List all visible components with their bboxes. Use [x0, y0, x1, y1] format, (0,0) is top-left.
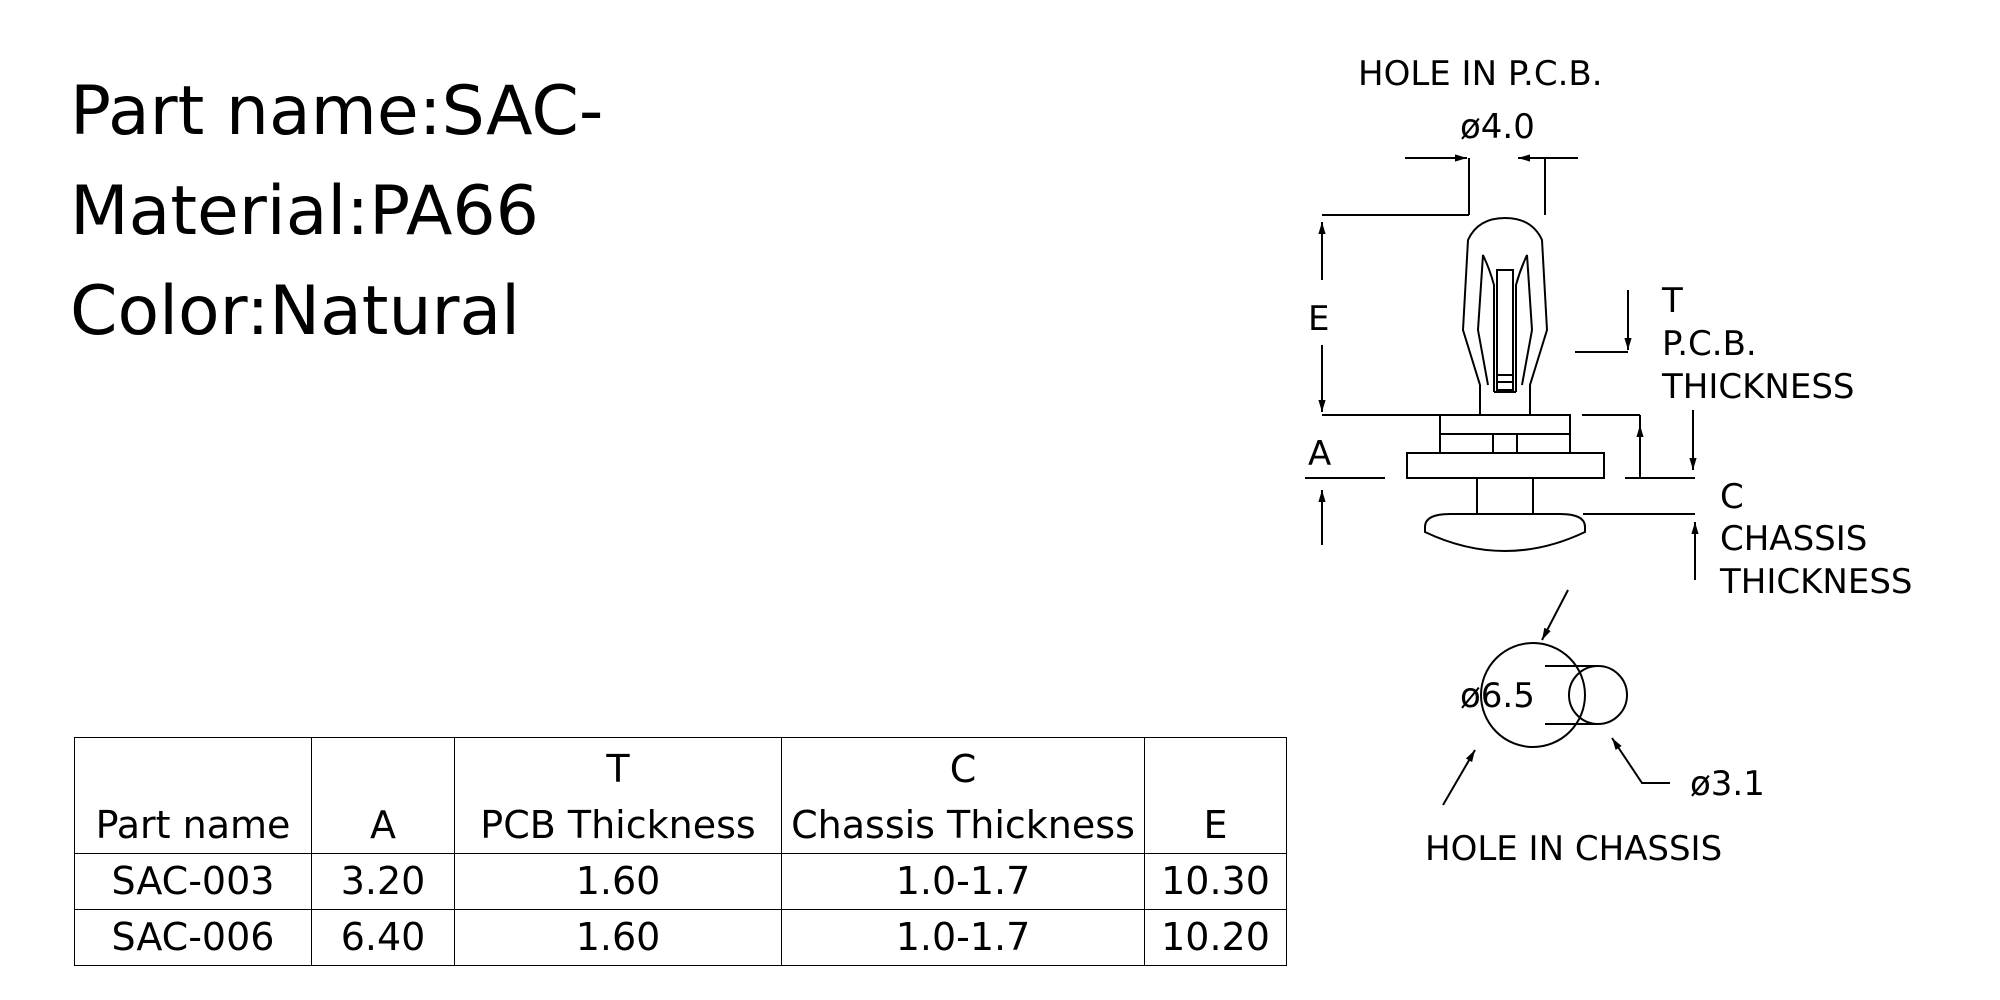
header-e: E	[1144, 737, 1287, 854]
dia-small-label: ø3.1	[1690, 764, 1765, 804]
chassis-thickness-line2: THICKNESS	[1719, 562, 1912, 602]
fastener-profile	[1406, 216, 1605, 552]
label-c: C	[1720, 477, 1744, 517]
e-dimension: E	[1308, 222, 1440, 416]
label-t: T	[1661, 281, 1683, 321]
header-t: T PCB Thickness	[454, 737, 782, 854]
c-dimension: C CHASSIS THICKNESS	[1583, 477, 1912, 602]
label-a: A	[1308, 434, 1331, 474]
label-e: E	[1308, 299, 1329, 339]
color-line: Color:Natural	[70, 272, 521, 351]
chassis-hole-view: ø6.5 ø3.1 HOLE IN CHASSIS	[1425, 589, 1765, 869]
table-row: SAC-003 3.20 1.60 1.0-1.7 10.30	[74, 853, 1287, 910]
hole-pcb-diameter: ø4.0	[1460, 107, 1535, 147]
hole-pcb-label: HOLE IN P.C.B.	[1358, 54, 1603, 94]
header-c: C Chassis Thickness	[781, 737, 1145, 854]
cell-a: 3.20	[311, 853, 455, 910]
spec-block: Part name:SAC- Material:PA66 Color:Natur…	[70, 62, 603, 362]
cell-part: SAC-003	[74, 853, 312, 910]
cell-a: 6.40	[311, 909, 455, 966]
header-part-name: Part name	[74, 737, 312, 854]
header-a: A	[311, 737, 455, 854]
cell-c: 1.0-1.7	[781, 909, 1145, 966]
table-header-row: Part name A T PCB Thickness C Chassis Thic…	[74, 737, 1287, 854]
hole-chassis-label: HOLE IN CHASSIS	[1425, 829, 1722, 869]
t-dimension: T P.C.B. THICKNESS	[1575, 281, 1854, 407]
table-row: SAC-006 6.40 1.60 1.0-1.7 10.20	[74, 909, 1287, 966]
dimension-table: Part name A T PCB Thickness C Chassis Thic…	[74, 737, 1287, 966]
cell-t: 1.60	[454, 909, 782, 966]
material-line: Material:PA66	[70, 172, 539, 251]
dia-large-label: ø6.5	[1460, 676, 1535, 716]
pcb-thickness-line1: P.C.B.	[1662, 324, 1757, 364]
technical-drawing: HOLE IN P.C.B. ø4.0 E T	[1305, 54, 1912, 869]
hole-width-dimension	[1322, 154, 1578, 216]
cell-part: SAC-006	[74, 909, 312, 966]
cell-e: 10.20	[1144, 909, 1287, 966]
cell-t: 1.60	[454, 853, 782, 910]
cell-e: 10.30	[1144, 853, 1287, 910]
cell-c: 1.0-1.7	[781, 853, 1145, 910]
chassis-thickness-line1: CHASSIS	[1720, 519, 1867, 559]
pcb-thickness-line2: THICKNESS	[1661, 367, 1854, 407]
a-dimension: A	[1305, 410, 1697, 545]
part-name-line: Part name:SAC-	[70, 72, 604, 151]
